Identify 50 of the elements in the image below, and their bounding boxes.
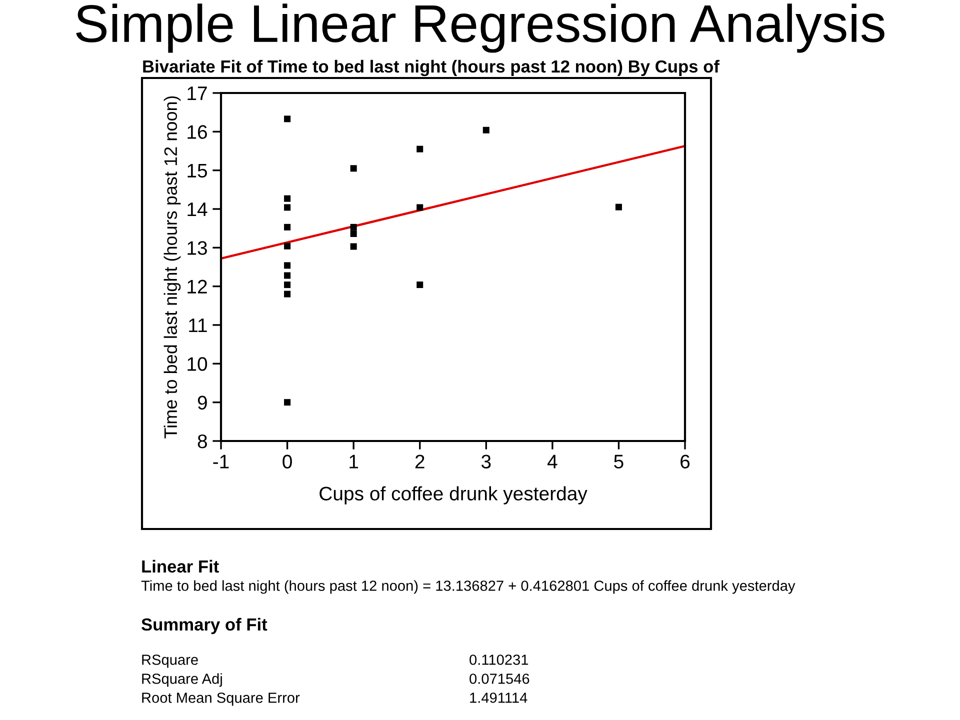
point bbox=[416, 146, 424, 152]
text: 1.491114 bbox=[470, 692, 528, 703]
y-axis-title: Time to bed last night (hours past 12 noon) bbox=[164, 96, 181, 438]
point bbox=[284, 242, 291, 250]
text: Root Mean Square Error bbox=[142, 692, 300, 706]
x-tick-label: 2 bbox=[415, 454, 424, 468]
text: 0.110231 bbox=[470, 654, 528, 665]
point bbox=[284, 204, 291, 211]
x-axis-title: Cups of coffee drunk yesterday bbox=[320, 486, 588, 504]
text: Time to bed last night (hours past 12 noon) = 13.136827 + 0.4162801 Cups of coffee drunk yesterday bbox=[141, 580, 796, 594]
text: Linear Fit bbox=[142, 560, 219, 573]
point bbox=[350, 230, 357, 238]
chart-title: Simple Linear Regression Analysis bbox=[76, 4, 884, 53]
x-tick-label: 3 bbox=[481, 454, 491, 468]
chart-subtitle: Bivariate Fit of Time to bed last night (hours past 12 noon) By Cups of bbox=[143, 60, 720, 76]
point bbox=[284, 290, 291, 298]
point bbox=[416, 204, 424, 211]
point bbox=[284, 399, 291, 406]
x-tick-label: 5 bbox=[614, 454, 624, 468]
point bbox=[615, 204, 622, 210]
point bbox=[284, 116, 291, 122]
point bbox=[284, 282, 291, 288]
y-tick-label: 11 bbox=[189, 318, 207, 332]
y-tick-label: 14 bbox=[188, 202, 208, 216]
y-tick-label: 17 bbox=[188, 86, 207, 100]
x-tick-label: -1 bbox=[213, 454, 229, 468]
x-tick-label: 0 bbox=[282, 454, 292, 468]
point bbox=[350, 165, 357, 172]
y-tick-label: 13 bbox=[188, 241, 207, 255]
point bbox=[350, 224, 357, 230]
text: RSquare Adj bbox=[142, 673, 222, 687]
y-tick-label: 15 bbox=[188, 164, 207, 178]
x-tick-label: 1 bbox=[350, 454, 358, 468]
text: Summary of Fit bbox=[142, 618, 268, 634]
point bbox=[284, 272, 291, 279]
point bbox=[416, 282, 424, 288]
y-tick-label: 12 bbox=[188, 280, 207, 294]
y-tick-label: 8 bbox=[198, 434, 207, 448]
point bbox=[350, 243, 357, 250]
text: 0.071546 bbox=[470, 674, 530, 684]
y-tick-label: 16 bbox=[188, 125, 207, 139]
y-tick-label: 10 bbox=[188, 357, 208, 371]
y-tick-label: 9 bbox=[198, 396, 207, 410]
point bbox=[284, 262, 291, 269]
text: RSquare bbox=[142, 654, 198, 668]
x-tick-label: 4 bbox=[547, 454, 558, 468]
point bbox=[284, 224, 291, 230]
x-tick-label: 6 bbox=[680, 454, 690, 468]
point bbox=[482, 126, 490, 134]
point bbox=[284, 195, 291, 202]
